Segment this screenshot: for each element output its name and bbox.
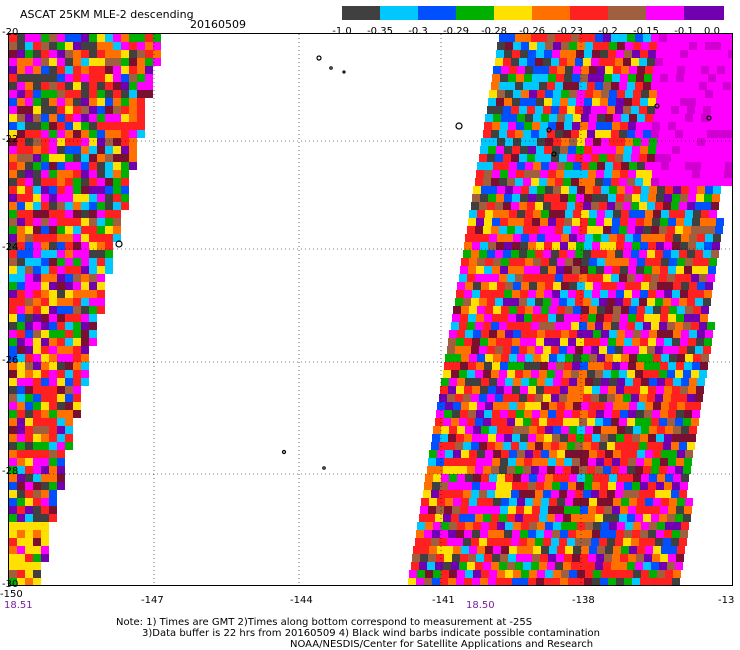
colorbar-swatch: [380, 6, 418, 20]
map-date: 20160509: [190, 18, 246, 31]
colorbar-swatch: [532, 6, 570, 20]
colorbar-label: -0.15: [633, 26, 659, 37]
note-line-3: NOAA/NESDIS/Center for Satellite Applica…: [290, 639, 594, 650]
colorbar-label: -0.23: [557, 26, 583, 37]
lat-label: -22: [2, 134, 19, 145]
map-plot-area: [8, 33, 733, 586]
colorbar-label: -0.26: [519, 26, 545, 37]
colorbar-label: -0.35: [367, 26, 393, 37]
swath-cells: [9, 34, 732, 585]
lat-label: -26: [2, 355, 19, 366]
colorbar-label: -0.2: [598, 26, 618, 37]
lat-label: -20: [2, 27, 19, 38]
lat-label: -30: [2, 579, 19, 590]
colorbar-label: -0.1: [674, 26, 694, 37]
colorbar-label: 0.0: [704, 26, 720, 37]
lon-label: -138: [572, 595, 595, 606]
colorbar-swatch: [456, 6, 494, 20]
colorbar-swatch: [342, 6, 380, 20]
lon-label: -13: [718, 595, 735, 606]
colorbar-swatch: [646, 6, 684, 20]
colorbar-label: -1.0: [332, 26, 352, 37]
colorbar-swatch: [608, 6, 646, 20]
lon-label: -144: [290, 595, 313, 606]
lon-label: -147: [141, 595, 164, 606]
island-outlines: [115, 55, 712, 470]
colorbar-label: -0.28: [481, 26, 507, 37]
pass-time-left: 18.51: [4, 600, 33, 611]
note-line-1: Note: 1) Times are GMT 2)Times along bot…: [116, 617, 533, 628]
note-line-2: 3)Data buffer is 22 hrs from 20160509 4)…: [142, 628, 600, 639]
scatterometer-map: [9, 34, 732, 585]
colorbar-swatch: [684, 6, 724, 20]
lon-label: -150: [0, 589, 23, 600]
colorbar-swatch: [570, 6, 608, 20]
colorbar-swatch: [494, 6, 532, 20]
pass-time-right: 18.50: [466, 600, 495, 611]
lat-label: -24: [2, 242, 19, 253]
colorbar-swatch: [418, 6, 456, 20]
lon-label: -141: [432, 595, 455, 606]
lat-label: -28: [2, 466, 19, 477]
colorbar-label: -0.3: [408, 26, 428, 37]
graticule: [9, 34, 732, 585]
colorbar-label: -0.29: [443, 26, 469, 37]
map-title: ASCAT 25KM MLE-2 descending: [20, 8, 194, 21]
